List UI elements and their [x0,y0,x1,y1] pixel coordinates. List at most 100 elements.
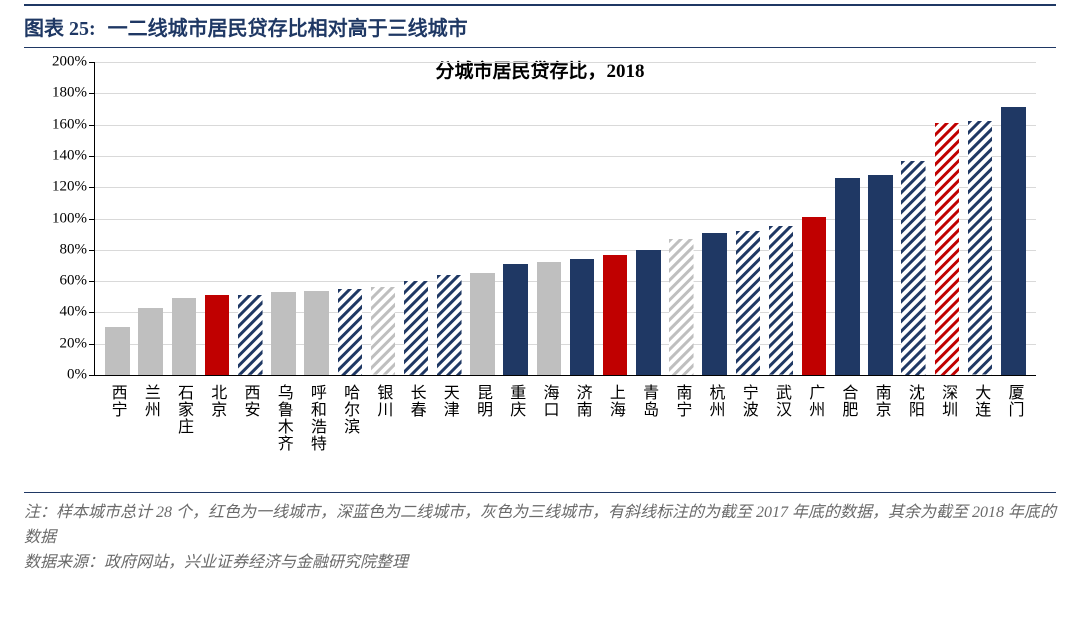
x-label-cell: 济南 [565,380,598,486]
x-axis-label: 天津 [437,384,461,418]
figure-container: 图表 25: 一二线城市居民贷存比相对高于三线城市 分城市居民贷存比，2018 … [0,0,1080,622]
x-label-cell: 合肥 [831,380,864,486]
x-axis-label: 昆明 [470,384,494,418]
x-label-cell: 兰州 [133,380,166,486]
x-axis-label: 青岛 [636,384,660,418]
bar [205,295,230,375]
bar [636,250,661,375]
bar [868,175,893,375]
bar-cell [930,62,963,375]
x-axis-label: 厦门 [1002,384,1026,418]
x-label-cell: 武汉 [764,380,797,486]
figure-title: 一二线城市居民贷存比相对高于三线城市 [108,12,468,41]
x-axis-label: 宁波 [736,384,760,418]
x-axis-label: 上海 [603,384,627,418]
x-label-cell: 南京 [864,380,897,486]
bar [304,291,329,376]
x-axis-label: 杭州 [703,384,727,418]
bar [802,217,827,375]
bar-cell [201,62,234,375]
x-label-cell: 呼和浩特 [299,380,332,486]
x-label-cell: 乌鲁木齐 [266,380,299,486]
x-axis-label: 武汉 [769,384,793,418]
bar [371,287,396,375]
bar-cell [731,62,764,375]
bar [437,275,462,375]
bar-cell [300,62,333,375]
bar [702,233,727,375]
x-axis-label: 呼和浩特 [304,384,328,452]
x-axis-label: 合肥 [835,384,859,418]
x-label-cell: 西宁 [100,380,133,486]
footnote-line: 数据来源：政府网站，兴业证券经济与金融研究院整理 [24,551,1056,576]
bar-cell [565,62,598,375]
bar-cell [499,62,532,375]
bar [769,226,794,375]
x-axis-label: 南京 [869,384,893,418]
x-label-cell: 青岛 [632,380,665,486]
footnote-line: 注：样本城市总计 28 个，红色为一线城市，深蓝色为二线城市，灰色为三线城市，有… [24,501,1056,551]
figure-title-bar: 图表 25: 一二线城市居民贷存比相对高于三线城市 [24,4,1056,48]
x-axis-label: 广州 [802,384,826,418]
bar-cell [665,62,698,375]
bar-cell [963,62,996,375]
plot-region: 0%20%40%60%80%100%120%140%160%180%200% [94,62,1036,376]
bar-cell [698,62,731,375]
bar [404,281,429,375]
bar-cell [831,62,864,375]
x-axis-label: 西安 [237,384,261,418]
bar [1001,107,1026,375]
bar-cell [466,62,499,375]
bar [271,292,296,375]
x-label-cell: 昆明 [465,380,498,486]
x-label-cell: 厦门 [997,380,1030,486]
x-axis-label: 北京 [204,384,228,418]
bar [669,239,694,375]
x-label-cell: 沈阳 [897,380,930,486]
x-axis-label: 长春 [404,384,428,418]
x-label-cell: 杭州 [698,380,731,486]
x-axis-label: 重庆 [503,384,527,418]
x-label-cell: 广州 [798,380,831,486]
figure-number: 图表 25: [24,12,96,41]
bar [470,273,495,375]
x-label-cell: 哈尔滨 [333,380,366,486]
x-axis-label: 南宁 [669,384,693,418]
x-label-cell: 石家庄 [166,380,199,486]
x-axis-label: 乌鲁木齐 [271,384,295,452]
bar-cell [864,62,897,375]
x-axis-label: 银川 [370,384,394,418]
bar-cell [234,62,267,375]
bar-cell [134,62,167,375]
x-axis-label: 深圳 [935,384,959,418]
x-label-cell: 南宁 [665,380,698,486]
bar-cell [333,62,366,375]
bar [835,178,860,375]
bar-cell [101,62,134,375]
bar-cell [798,62,831,375]
bar [570,259,595,375]
bar [603,255,628,376]
x-label-cell: 大连 [964,380,997,486]
bar-cell [632,62,665,375]
x-axis-labels: 西宁兰州石家庄北京西安乌鲁木齐呼和浩特哈尔滨银川长春天津昆明重庆海口济南上海青岛… [94,380,1036,486]
x-axis-label: 大连 [968,384,992,418]
bars-group [95,62,1036,375]
bar [935,123,960,375]
bar-cell [897,62,930,375]
x-label-cell: 长春 [399,380,432,486]
x-axis-label: 济南 [570,384,594,418]
bar [503,264,528,375]
bar-cell [599,62,632,375]
bar [138,308,163,375]
chart-area: 分城市居民贷存比，2018 0%20%40%60%80%100%120%140%… [24,56,1056,486]
x-label-cell: 海口 [532,380,565,486]
x-label-cell: 西安 [233,380,266,486]
bar-cell [997,62,1030,375]
bar-cell [764,62,797,375]
bar-cell [433,62,466,375]
figure-footnotes: 注：样本城市总计 28 个，红色为一线城市，深蓝色为二线城市，灰色为三线城市，有… [24,492,1056,575]
x-label-cell: 宁波 [731,380,764,486]
bar [338,289,363,375]
bar-cell [400,62,433,375]
